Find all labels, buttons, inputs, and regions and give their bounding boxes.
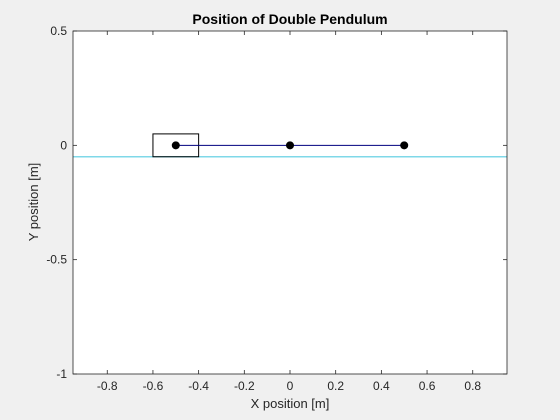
y-tick-label: 0.5 — [50, 24, 67, 38]
x-ticks: -0.8 -0.6 -0.4 -0.2 0 0.2 0.4 0.6 0.8 — [97, 31, 481, 393]
pendulum-point-2 — [400, 141, 409, 150]
x-tick-label: 0.4 — [373, 379, 390, 393]
y-ticks: 0.5 0 -0.5 -1 — [46, 24, 507, 381]
x-tick-label: 0.8 — [464, 379, 481, 393]
x-axis-label: X position [m] — [251, 396, 330, 411]
x-tick-label: -0.2 — [234, 379, 255, 393]
y-tick-label: -1 — [56, 367, 67, 381]
x-tick-label: -0.6 — [143, 379, 164, 393]
chart-title: Position of Double Pendulum — [192, 11, 387, 27]
pendulum-point-0 — [171, 141, 180, 150]
pendulum-point-1 — [286, 141, 294, 150]
y-tick-label: -0.5 — [46, 253, 67, 267]
x-tick-label: 0.6 — [419, 379, 436, 393]
y-axis-label: Y position [m] — [26, 163, 41, 242]
plot-area — [73, 31, 507, 374]
x-tick-label: -0.8 — [97, 379, 118, 393]
x-tick-label: 0 — [287, 379, 294, 393]
data-layer — [73, 133, 507, 158]
x-tick-label: -0.4 — [188, 379, 209, 393]
x-tick-label: 0.2 — [327, 379, 344, 393]
y-tick-label: 0 — [60, 138, 67, 152]
